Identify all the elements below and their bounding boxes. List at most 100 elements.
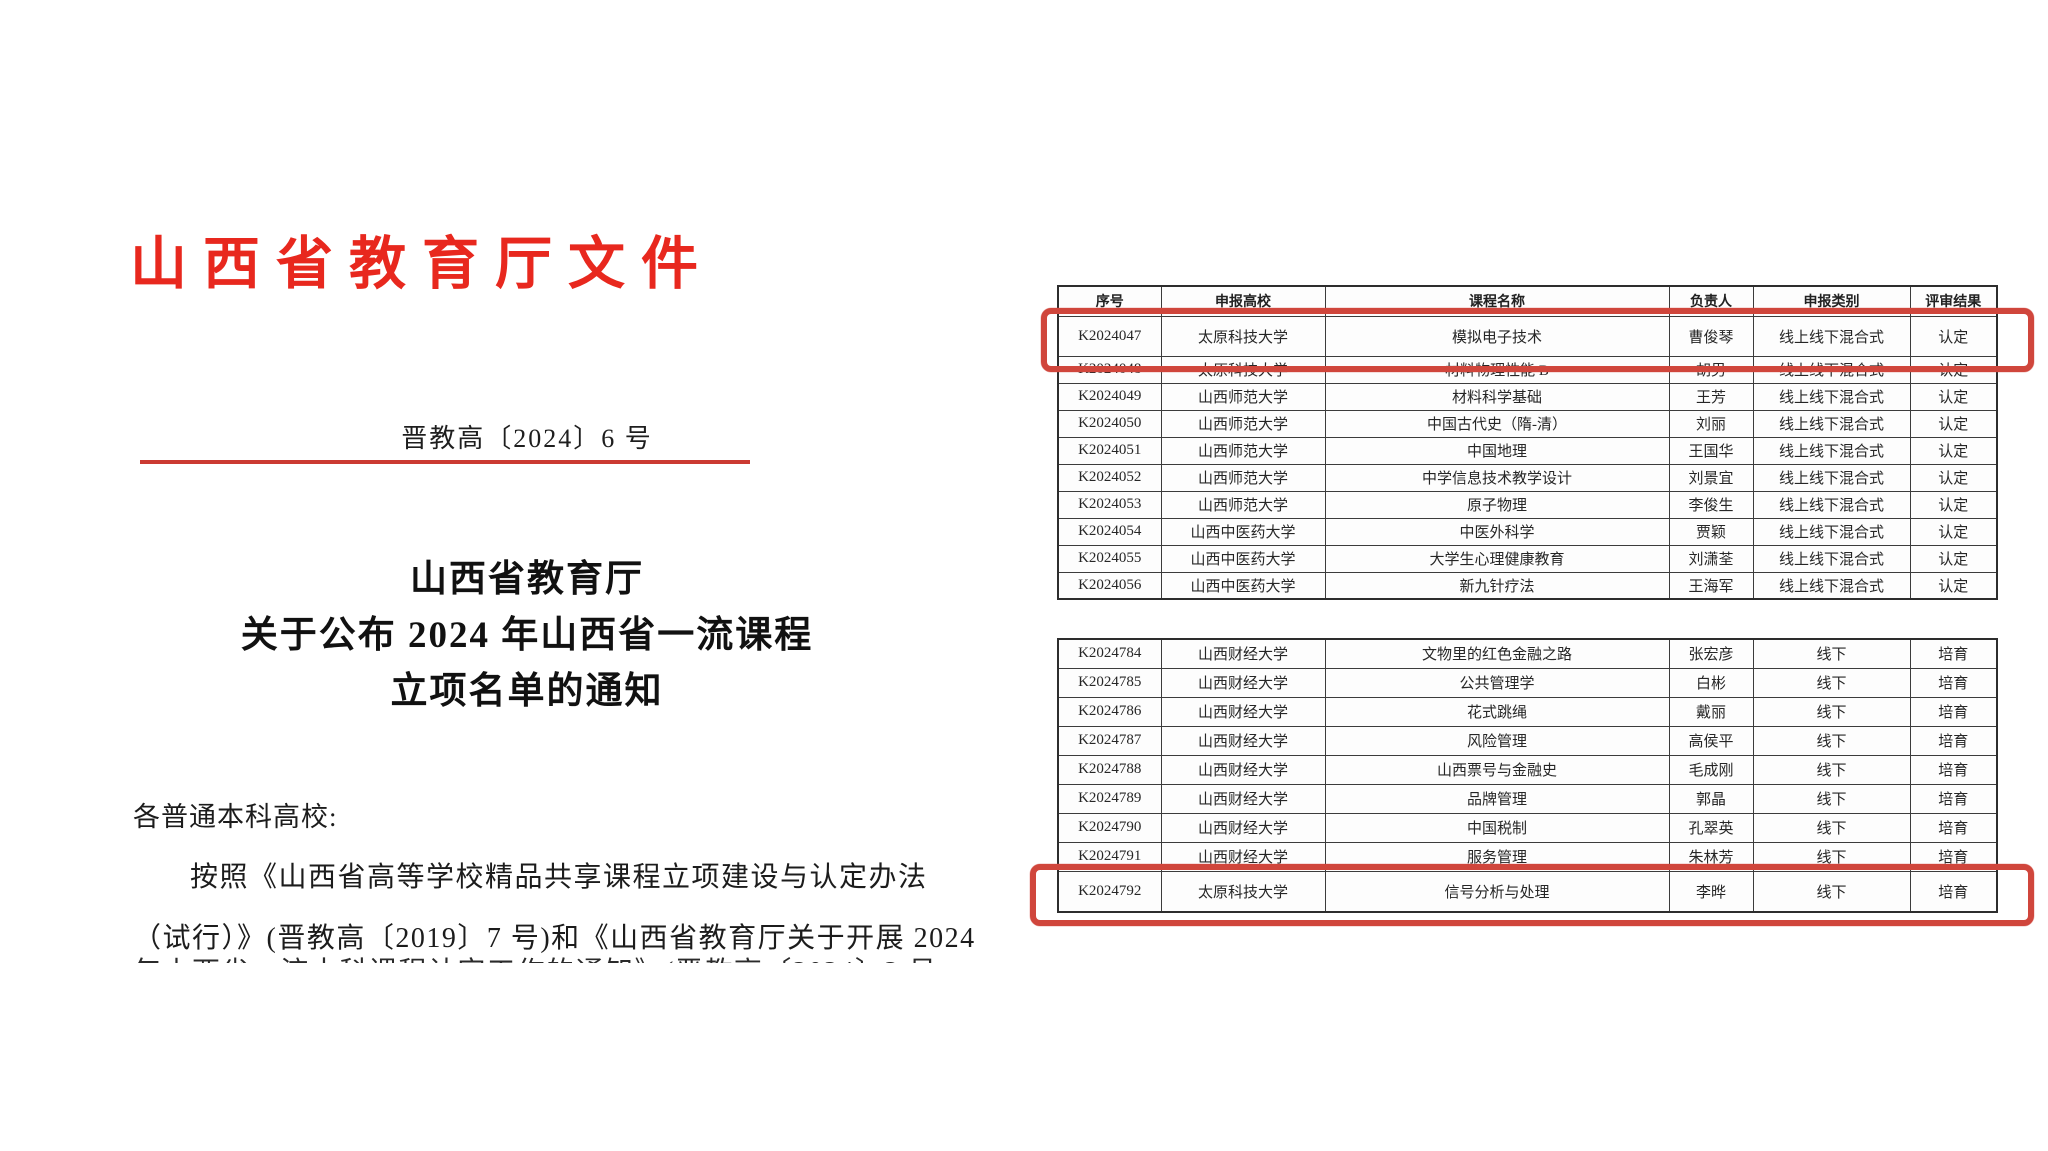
table-cell: K2024052 xyxy=(1057,463,1162,492)
table-cell: 山西财经大学 xyxy=(1160,754,1326,785)
table-cell: 王海军 xyxy=(1668,571,1754,600)
column-header: 申报高校 xyxy=(1160,285,1326,317)
table-cell: K2024054 xyxy=(1057,517,1162,546)
table-row: K2024050 山西师范大学 中国古代史（隋-清） 刘丽 线上线下混合式 认定 xyxy=(1057,409,1998,438)
table-cell: 服务管理 xyxy=(1324,841,1670,872)
table-cell: K2024791 xyxy=(1057,841,1162,872)
doc-number: 晋教高〔2024〕6 号 xyxy=(401,424,653,453)
table-row: K2024786 山西财经大学 花式跳绳 戴丽 线下 培育 xyxy=(1057,696,1998,727)
table-cell: K2024792 xyxy=(1057,870,1162,913)
table-cell: 认定 xyxy=(1909,571,1998,600)
table-row: K2024051 山西师范大学 中国地理 王国华 线上线下混合式 认定 xyxy=(1057,436,1998,465)
document-title-line-2: 关于公布 2024 年山西省一流课程 xyxy=(240,615,814,656)
document-title: 山西省教育厅 关于公布 2024 年山西省一流课程 立项名单的通知 xyxy=(130,552,924,720)
table-row: K2024784 山西财经大学 文物里的红色金融之路 张宏彦 线下 培育 xyxy=(1057,638,1998,669)
doc-number-row: 晋教高〔2024〕6 号 xyxy=(130,418,924,455)
table-row: K2024792 太原科技大学 信号分析与处理 李晔 线下 培育 xyxy=(1057,870,1998,913)
table-cell: K2024055 xyxy=(1057,544,1162,573)
table-cell: 李俊生 xyxy=(1668,490,1754,519)
table-cell: 线上线下混合式 xyxy=(1752,490,1911,519)
document-title-line-1: 山西省教育厅 xyxy=(410,559,644,600)
table-row: K2024789 山西财经大学 品牌管理 郭晶 线下 培育 xyxy=(1057,783,1998,814)
column-header: 负责人 xyxy=(1668,285,1754,317)
table-cell: K2024785 xyxy=(1057,667,1162,698)
table-cell: 材料物理性能 B xyxy=(1324,355,1670,384)
table-cell: K2024050 xyxy=(1057,409,1162,438)
table-cell: 王芳 xyxy=(1668,382,1754,411)
table-row: K2024047 太原科技大学 模拟电子技术 曹俊琴 线上线下混合式 认定 xyxy=(1057,315,1998,357)
table-cell: 线上线下混合式 xyxy=(1752,463,1911,492)
table-cell: 山西师范大学 xyxy=(1160,382,1326,411)
table-cell: 公共管理学 xyxy=(1324,667,1670,698)
table-cell: 培育 xyxy=(1909,812,1998,843)
table-cell: 大学生心理健康教育 xyxy=(1324,544,1670,573)
table-row: K2024049 山西师范大学 材料科学基础 王芳 线上线下混合式 认定 xyxy=(1057,382,1998,411)
table-row: K2024055 山西中医药大学 大学生心理健康教育 刘潇荃 线上线下混合式 认定 xyxy=(1057,544,1998,573)
table-cell: 培育 xyxy=(1909,754,1998,785)
table-cell: 培育 xyxy=(1909,841,1998,872)
table-cell: 培育 xyxy=(1909,725,1998,756)
table-cell: 朱林芳 xyxy=(1668,841,1754,872)
table-cell: 太原科技大学 xyxy=(1160,870,1326,913)
table-cell: 山西财经大学 xyxy=(1160,638,1326,669)
table-cell: 线上线下混合式 xyxy=(1752,571,1911,600)
table-cell: K2024788 xyxy=(1057,754,1162,785)
table-cell: 文物里的红色金融之路 xyxy=(1324,638,1670,669)
table-row: K2024787 山西财经大学 风险管理 高侯平 线下 培育 xyxy=(1057,725,1998,756)
body-paragraph-line-1: 按照《山西省高等学校精品共享课程立项建设与认定办法 xyxy=(190,862,928,893)
approved-courses-table: 序号 申报高校 课程名称 负责人 申报类别 评审结果 K2024047 太原科技大学 模拟电子… xyxy=(1057,285,1998,600)
table-cell: K2024789 xyxy=(1057,783,1162,814)
table-cell: 培育 xyxy=(1909,783,1998,814)
table-cell: 孔翠英 xyxy=(1668,812,1754,843)
table-row: K2024052 山西师范大学 中学信息技术教学设计 刘景宜 线上线下混合式 认定 xyxy=(1057,463,1998,492)
table-cell: K2024051 xyxy=(1057,436,1162,465)
table-cell: 认定 xyxy=(1909,544,1998,573)
table-row: K2024053 山西师范大学 原子物理 李俊生 线上线下混合式 认定 xyxy=(1057,490,1998,519)
table-cell: 胡男 xyxy=(1668,355,1754,384)
column-header: 序号 xyxy=(1057,285,1162,317)
table-row: K2024048 太原科技大学 材料物理性能 B 胡男 线上线下混合式 认定 xyxy=(1057,355,1998,384)
table-cell: 认定 xyxy=(1909,355,1998,384)
table-cell: 风险管理 xyxy=(1324,725,1670,756)
table-cell: 太原科技大学 xyxy=(1160,315,1326,357)
table-cell: 线下 xyxy=(1752,754,1911,785)
table-cell: 山西师范大学 xyxy=(1160,490,1326,519)
table-cell: 山西票号与金融史 xyxy=(1324,754,1670,785)
table-cell: 李晔 xyxy=(1668,870,1754,913)
table-cell: 线上线下混合式 xyxy=(1752,315,1911,357)
table-cell: 刘景宜 xyxy=(1668,463,1754,492)
table-cell: 贾颖 xyxy=(1668,517,1754,546)
approved-courses-table-header: 序号 申报高校 课程名称 负责人 申报类别 评审结果 xyxy=(1057,285,1998,317)
table-row: K2024056 山西中医药大学 新九针疗法 王海军 线上线下混合式 认定 xyxy=(1057,571,1998,600)
table-cell: 山西财经大学 xyxy=(1160,783,1326,814)
table-cell: 线上线下混合式 xyxy=(1752,517,1911,546)
table-row: K2024788 山西财经大学 山西票号与金融史 毛成刚 线下 培育 xyxy=(1057,754,1998,785)
table-cell: 山西师范大学 xyxy=(1160,436,1326,465)
table-cell: 线下 xyxy=(1752,783,1911,814)
table-cell: 山西中医药大学 xyxy=(1160,517,1326,546)
table-cell: 张宏彦 xyxy=(1668,638,1754,669)
table-cell: 刘丽 xyxy=(1668,409,1754,438)
table-cell: 线下 xyxy=(1752,812,1911,843)
table-cell: 材料科学基础 xyxy=(1324,382,1670,411)
table-cell: 信号分析与处理 xyxy=(1324,870,1670,913)
table-cell: 郭晶 xyxy=(1668,783,1754,814)
table-cell: 山西中医药大学 xyxy=(1160,571,1326,600)
table-cell: 山西财经大学 xyxy=(1160,667,1326,698)
table-cell: K2024056 xyxy=(1057,571,1162,600)
table-cell: 山西中医药大学 xyxy=(1160,544,1326,573)
table-cell: K2024786 xyxy=(1057,696,1162,727)
body-paragraph-line-2: （试行）》(晋教高〔2019〕7 号)和《山西省教育厅关于开展 2024 xyxy=(133,923,976,954)
table-cell: 线下 xyxy=(1752,725,1911,756)
table-cell: 认定 xyxy=(1909,517,1998,546)
table-cell: 培育 xyxy=(1909,667,1998,698)
table-cell: 线上线下混合式 xyxy=(1752,544,1911,573)
table-cell: 山西财经大学 xyxy=(1160,696,1326,727)
table-cell: 白彬 xyxy=(1668,667,1754,698)
table-cell: 培育 xyxy=(1909,696,1998,727)
table-cell: 刘潇荃 xyxy=(1668,544,1754,573)
table-cell: 线下 xyxy=(1752,667,1911,698)
table-cell: 线上线下混合式 xyxy=(1752,382,1911,411)
column-header: 评审结果 xyxy=(1909,285,1998,317)
table-cell: 山西财经大学 xyxy=(1160,812,1326,843)
